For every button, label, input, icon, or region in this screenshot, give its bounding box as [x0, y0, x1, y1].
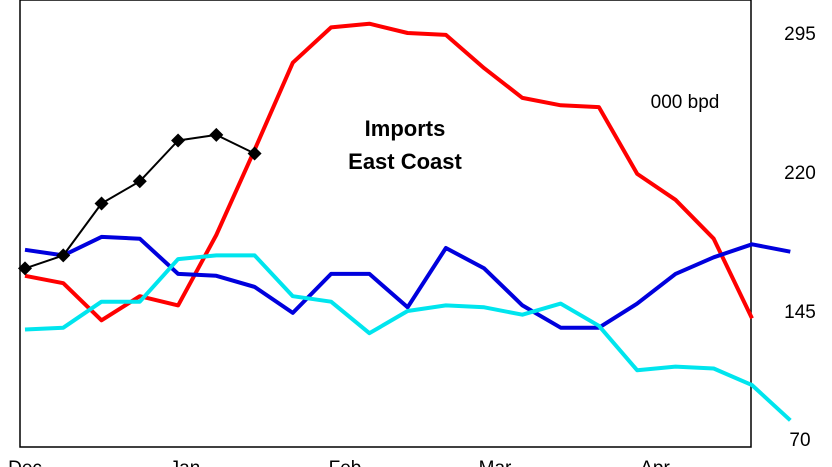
chart-title-line-1: Imports: [365, 116, 446, 141]
series-line-2: [24, 234, 791, 330]
y-tick-label: 70: [789, 430, 810, 451]
y-tick-label: 295: [784, 24, 816, 45]
series-4-marker: [94, 196, 109, 211]
unit-label: 000 bpd: [651, 92, 720, 113]
x-tick-label: Mar: [479, 458, 512, 467]
y-tick-label: 220: [784, 163, 816, 184]
series-4-marker: [132, 174, 147, 189]
series-line-3: [24, 253, 792, 422]
x-tick-label: Dec: [8, 458, 42, 467]
series-4-marker: [209, 127, 224, 142]
x-tick-label: Jan: [170, 458, 201, 467]
plot-frame: [19, 0, 752, 448]
chart-title-line-2: East Coast: [348, 149, 462, 174]
series-4-marker: [171, 133, 186, 148]
x-tick-label: Apr: [640, 458, 670, 467]
y-axis-ticks: 70 145 220 295: [784, 24, 816, 451]
series-4-marker: [247, 146, 262, 161]
series-line-1: [24, 21, 754, 323]
x-axis-ticks: Dec Jan Feb Mar Apr: [8, 458, 670, 467]
x-tick-label: Feb: [329, 458, 362, 467]
series-4-marker: [56, 248, 71, 263]
y-tick-label: 145: [784, 302, 816, 323]
series-layer: [18, 21, 792, 422]
series-4-marker: [18, 261, 32, 276]
